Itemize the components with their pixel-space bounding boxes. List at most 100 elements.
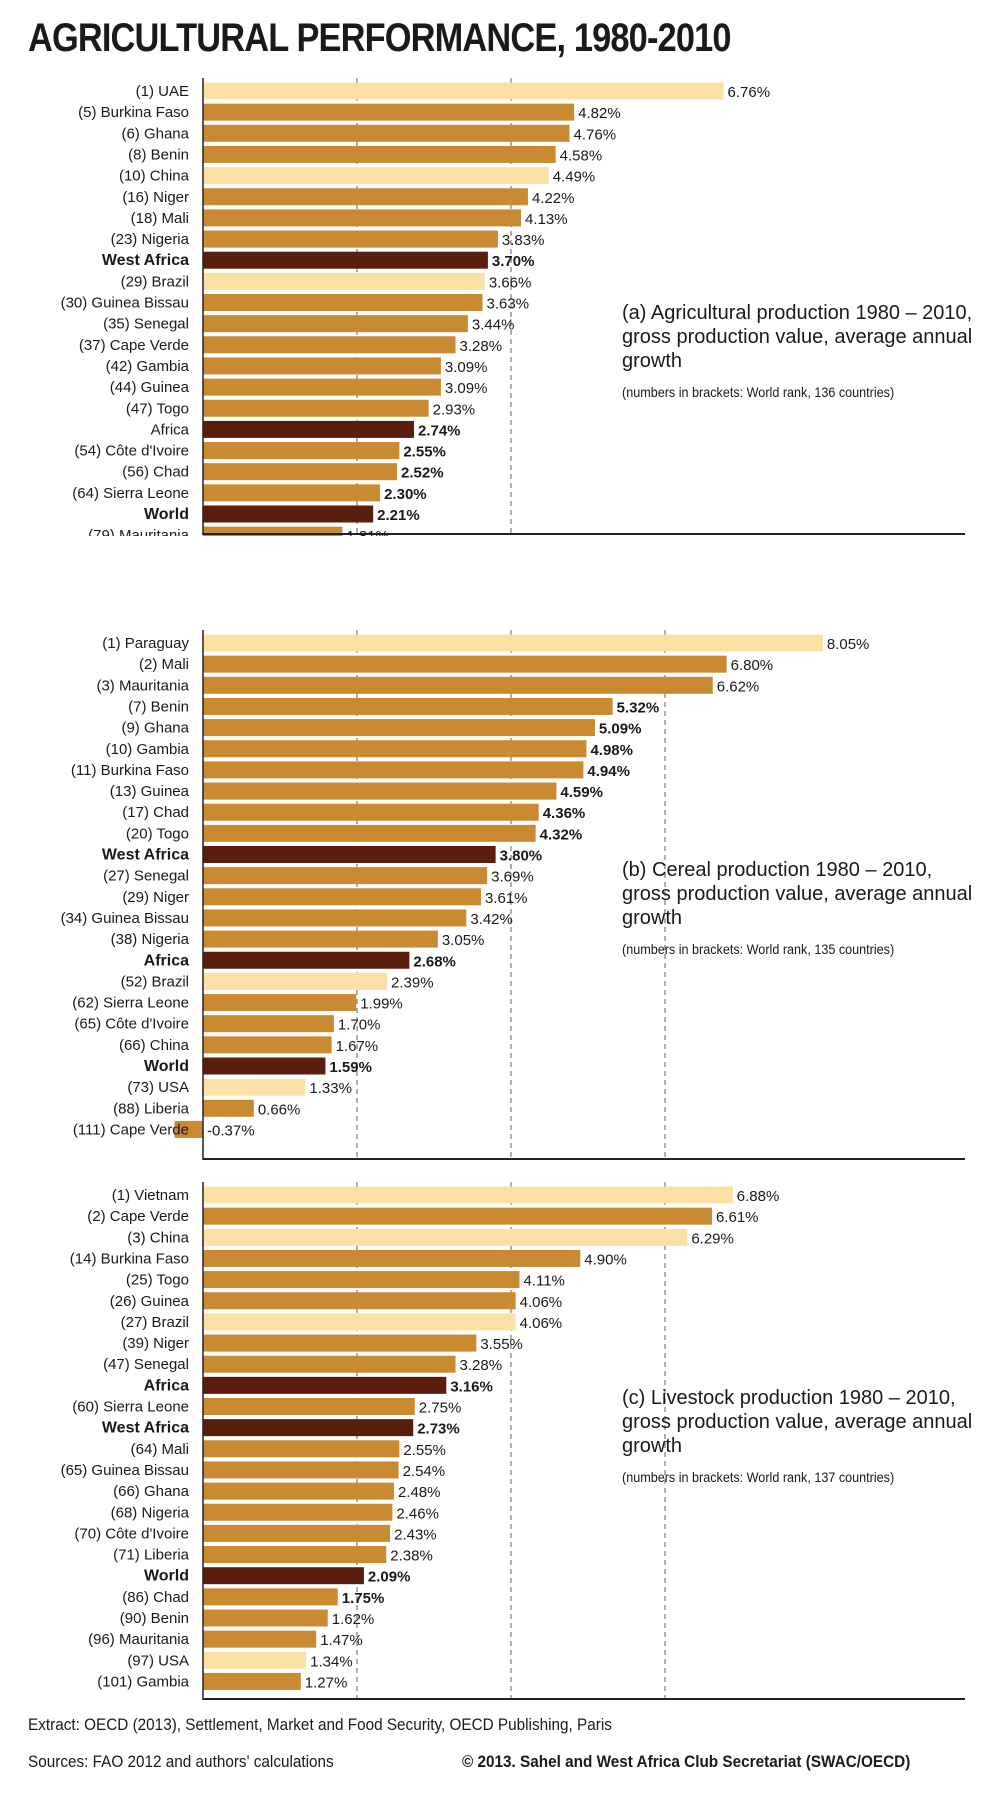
chart-c-value-label-6: 4.06% <box>520 1315 563 1332</box>
chart-b-category-label-11: (27) Senegal <box>103 868 189 885</box>
footer-sources: Sources: FAO 2012 and authors' calculati… <box>28 1752 334 1771</box>
chart-c-category-label-17: (71) Liberia <box>113 1547 190 1564</box>
chart-b-bar-16 <box>203 972 388 990</box>
chart-a-category-label-19: (64) Sierra Leone <box>72 485 189 502</box>
chart-b-value-label-7: 4.59% <box>560 784 603 801</box>
chart-c-category-label-12: (64) Mali <box>131 1441 189 1458</box>
chart-b-category-label-13: (34) Guinea Bissau <box>61 910 189 927</box>
chart-b-bar-7 <box>203 782 557 800</box>
chart-b-category-label-19: (66) China <box>119 1037 190 1054</box>
chart-a-bar-12 <box>203 336 456 354</box>
chart-c-bar-3 <box>203 1249 581 1267</box>
chart-c-caption-block: (c) Livestock production 1980 – 2010, gr… <box>622 1386 982 1487</box>
chart-a-category-label-3: (8) Benin <box>128 146 189 163</box>
chart-b-value-label-9: 4.32% <box>540 826 583 843</box>
chart-c-category-label-10: (60) Sierra Leone <box>72 1399 189 1416</box>
chart-c: (1) Vietnam 6.88% (2) Cape Verde 6.61% (3) C… <box>61 1182 965 1700</box>
chart-a-category-label-21: (79) Mauritania <box>88 527 190 536</box>
chart-c-value-label-3: 4.90% <box>584 1251 627 1268</box>
chart-c-value-label-22: 1.34% <box>310 1653 353 1670</box>
chart-c-value-label-9: 3.16% <box>450 1378 493 1395</box>
chart-b-category-label-8: (17) Chad <box>122 804 189 821</box>
chart-b-category-label-0: (1) Paraguay <box>102 635 189 652</box>
chart-b: (1) Paraguay 8.05% (2) Mali 6.80% (3) Maurit… <box>61 630 965 1160</box>
chart-panel-b: (1) Paraguay 8.05% (2) Mali 6.80% (3) Maurit… <box>0 618 1000 1160</box>
chart-b-bar-4 <box>203 719 595 737</box>
chart-b-bar-19 <box>203 1036 332 1054</box>
chart-c-bar-10 <box>203 1398 415 1415</box>
chart-c-value-label-20: 1.62% <box>332 1611 375 1628</box>
chart-a-category-label-11: (35) Senegal <box>103 316 189 333</box>
chart-a-bar-13 <box>203 357 441 375</box>
chart-a-value-label-0: 6.76% <box>728 84 771 101</box>
chart-b-value-label-10: 3.80% <box>500 848 543 865</box>
chart-c-value-label-15: 2.46% <box>396 1505 439 1522</box>
chart-b-category-label-3: (7) Benin <box>128 698 189 715</box>
chart-b-value-label-5: 4.98% <box>590 742 633 759</box>
chart-c-bar-2 <box>203 1228 688 1246</box>
chart-a-bar-3 <box>203 145 556 163</box>
chart-b-value-label-18: 1.70% <box>338 1017 381 1034</box>
chart-a-bar-20 <box>203 505 374 523</box>
chart-c-bar-9 <box>203 1376 447 1394</box>
chart-b-category-label-16: (52) Brazil <box>121 973 189 990</box>
chart-c-category-label-20: (90) Benin <box>120 1610 189 1627</box>
chart-c-bar-20 <box>203 1609 328 1627</box>
chart-b-bar-3 <box>203 697 613 715</box>
chart-b-caption-block: (b) Cereal production 1980 – 2010, gross… <box>622 858 982 959</box>
chart-c-bar-4 <box>203 1271 520 1289</box>
chart-a-value-label-19: 2.30% <box>384 486 427 503</box>
chart-c-category-label-2: (3) China <box>127 1229 189 1246</box>
chart-a-bar-17 <box>203 442 400 460</box>
chart-c-value-label-1: 6.61% <box>716 1209 759 1226</box>
chart-b-category-label-21: (73) USA <box>127 1079 189 1096</box>
chart-b-value-label-0: 8.05% <box>827 636 870 653</box>
chart-c-value-label-18: 2.09% <box>368 1569 411 1586</box>
chart-c-bar-7 <box>203 1334 477 1352</box>
chart-panel-a: (1) UAE 6.76% (5) Burkina Faso 4.82% (6) Gha… <box>0 66 1000 536</box>
chart-a-note: (numbers in brackets: World rank, 136 co… <box>622 384 895 400</box>
chart-c-value-label-17: 2.38% <box>390 1548 433 1565</box>
chart-a-bar-9 <box>203 272 485 290</box>
chart-b-value-label-2: 6.62% <box>717 678 760 695</box>
chart-c-category-label-3: (14) Burkina Faso <box>70 1250 189 1267</box>
chart-b-value-label-20: 1.59% <box>329 1059 372 1076</box>
chart-a-value-label-17: 2.55% <box>403 444 446 461</box>
chart-a-value-label-3: 4.58% <box>560 147 603 164</box>
chart-b-category-label-6: (11) Burkina Faso <box>71 762 189 779</box>
chart-a-category-label-5: (16) Niger <box>122 189 189 206</box>
chart-a-bar-5 <box>203 188 528 206</box>
chart-b-value-label-22: 0.66% <box>258 1101 301 1118</box>
chart-b-category-label-7: (13) Guinea <box>110 783 190 800</box>
chart-c-bar-8 <box>203 1355 456 1373</box>
chart-a-category-label-1: (5) Burkina Faso <box>78 104 189 121</box>
chart-b-bar-11 <box>203 867 488 885</box>
chart-c-bar-19 <box>203 1588 338 1606</box>
chart-a-category-label-17: (54) Côte d'Ivoire <box>74 443 189 460</box>
chart-c-category-label-11: West Africa <box>102 1420 189 1437</box>
chart-b-value-label-6: 4.94% <box>587 763 630 780</box>
chart-c-category-label-9: Africa <box>144 1377 189 1394</box>
chart-b-note: (numbers in brackets: World rank, 135 co… <box>622 941 895 957</box>
chart-a-category-label-15: (47) Togo <box>126 400 189 417</box>
chart-a-category-label-9: (29) Brazil <box>121 273 189 290</box>
chart-a-value-label-14: 3.09% <box>445 380 488 397</box>
chart-b-bar-13 <box>203 909 467 927</box>
chart-a-value-label-12: 3.28% <box>460 338 503 355</box>
chart-a: (1) UAE 6.76% (5) Burkina Faso 4.82% (6) Gha… <box>61 78 965 536</box>
chart-a-value-label-7: 3.83% <box>502 232 545 249</box>
chart-c-category-label-19: (86) Chad <box>122 1589 189 1606</box>
chart-b-bar-2 <box>203 676 713 694</box>
chart-a-bar-10 <box>203 294 483 311</box>
chart-a-category-label-18: (56) Chad <box>122 464 189 481</box>
chart-c-category-label-4: (25) Togo <box>126 1272 189 1289</box>
chart-b-category-label-17: (62) Sierra Leone <box>72 995 189 1012</box>
chart-a-bar-1 <box>203 103 575 121</box>
chart-b-value-label-8: 4.36% <box>543 805 586 822</box>
chart-a-value-label-20: 2.21% <box>377 507 420 524</box>
chart-b-bar-5 <box>203 740 587 758</box>
footer-extract: Extract: OECD (2013), Settlement, Market… <box>28 1715 612 1734</box>
chart-b-category-label-12: (29) Niger <box>122 889 189 906</box>
chart-b-value-label-21: 1.33% <box>309 1080 352 1097</box>
chart-a-value-label-4: 4.49% <box>553 169 596 186</box>
